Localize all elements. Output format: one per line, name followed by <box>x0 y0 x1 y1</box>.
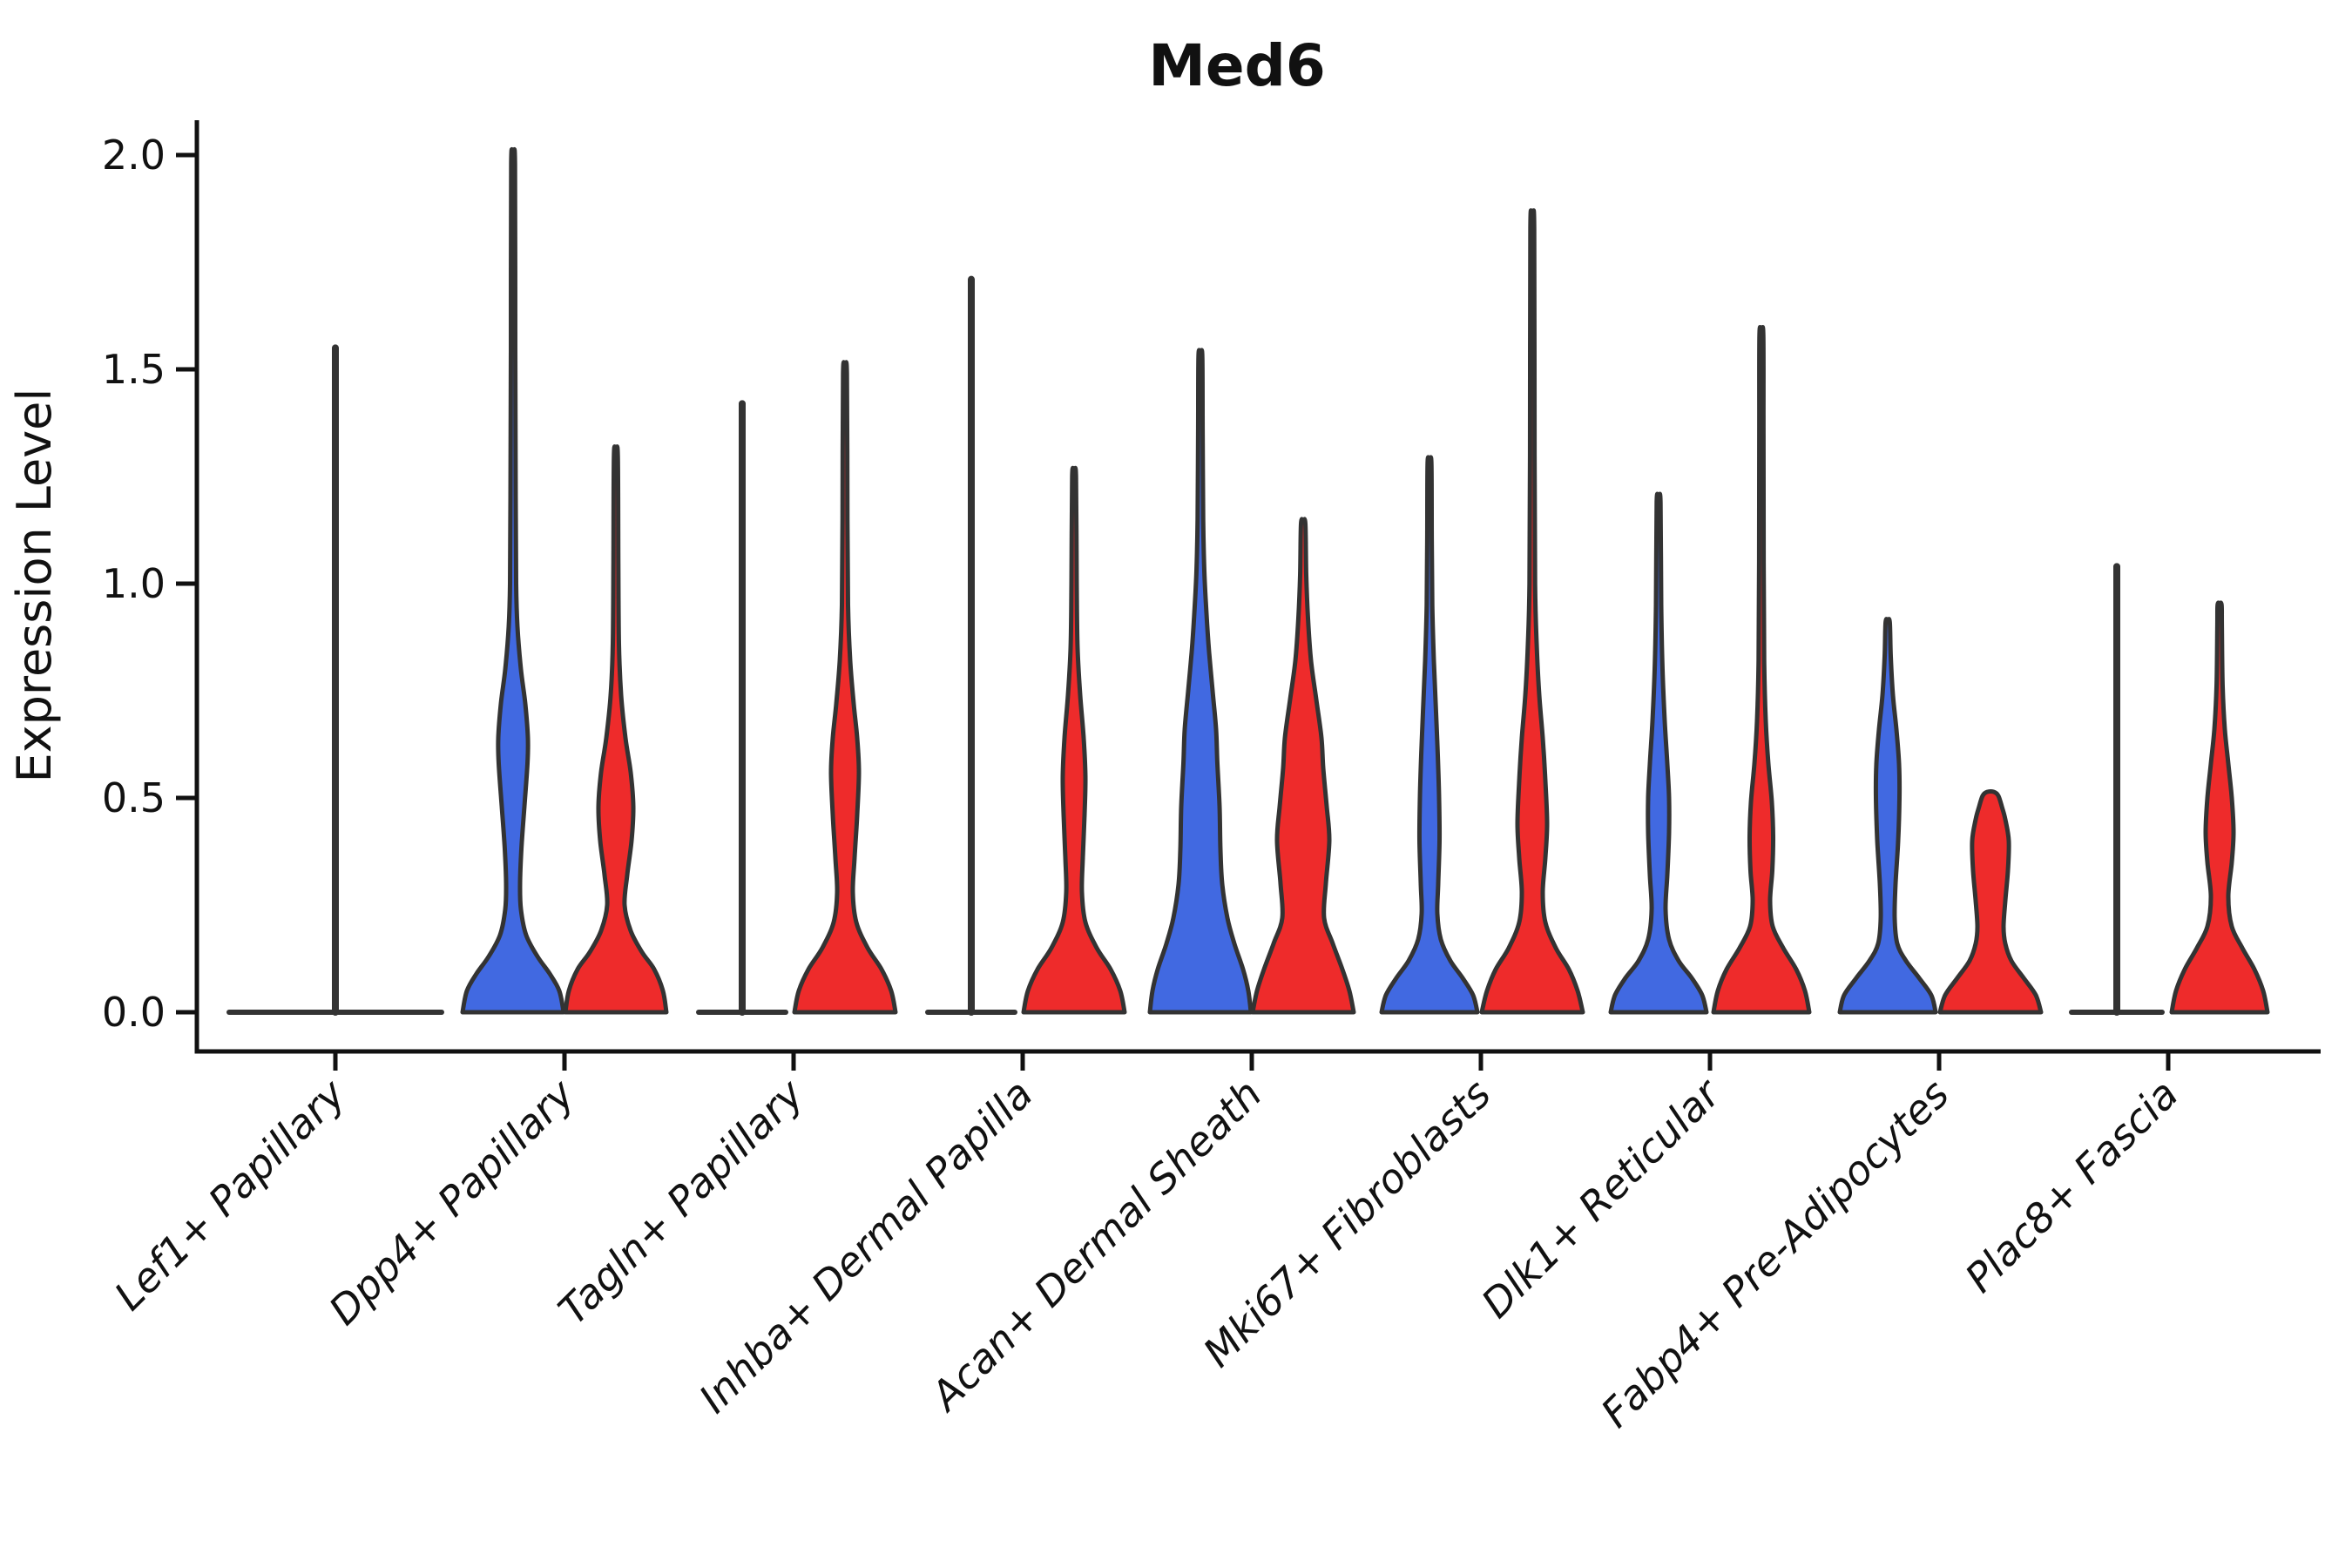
violin-shape <box>460 146 566 1015</box>
violin-shape <box>792 360 898 1015</box>
violin-shape <box>1021 465 1127 1015</box>
x-tick-label: Tagln+ Papillary <box>549 1070 813 1334</box>
violin-shape <box>2169 600 2270 1015</box>
axes-layer <box>176 120 2321 1071</box>
y-tick-label: 0.0 <box>102 989 166 1036</box>
y-axis-label: Expression Level <box>7 389 62 783</box>
violin-shape <box>1250 517 1356 1015</box>
x-tick-label: Lef1+ Papillary <box>105 1070 355 1319</box>
violin-layer <box>226 146 2270 1016</box>
violin-shape <box>1937 789 2044 1015</box>
violin-shape <box>563 444 669 1015</box>
violin-shape <box>1147 348 1254 1015</box>
violin-shape <box>1479 208 1585 1015</box>
violin-shape <box>1711 325 1812 1015</box>
y-tick-label: 0.5 <box>102 774 166 821</box>
x-tick-label: Plac8+ Fascia <box>1956 1071 2186 1301</box>
y-tick-label: 2.0 <box>102 132 166 179</box>
y-tick-label: 1.5 <box>102 346 166 393</box>
violin-shape <box>1837 617 1938 1015</box>
x-tick-label: Dpp4+ Papillary <box>320 1070 584 1334</box>
chart-title: Med6 <box>1148 32 1326 99</box>
violin-shape <box>1379 455 1480 1015</box>
y-tick-label: 1.0 <box>102 560 166 607</box>
x-tick-label: Dlk1+ Reticular <box>1472 1068 1731 1327</box>
violin-shape <box>1608 491 1709 1015</box>
